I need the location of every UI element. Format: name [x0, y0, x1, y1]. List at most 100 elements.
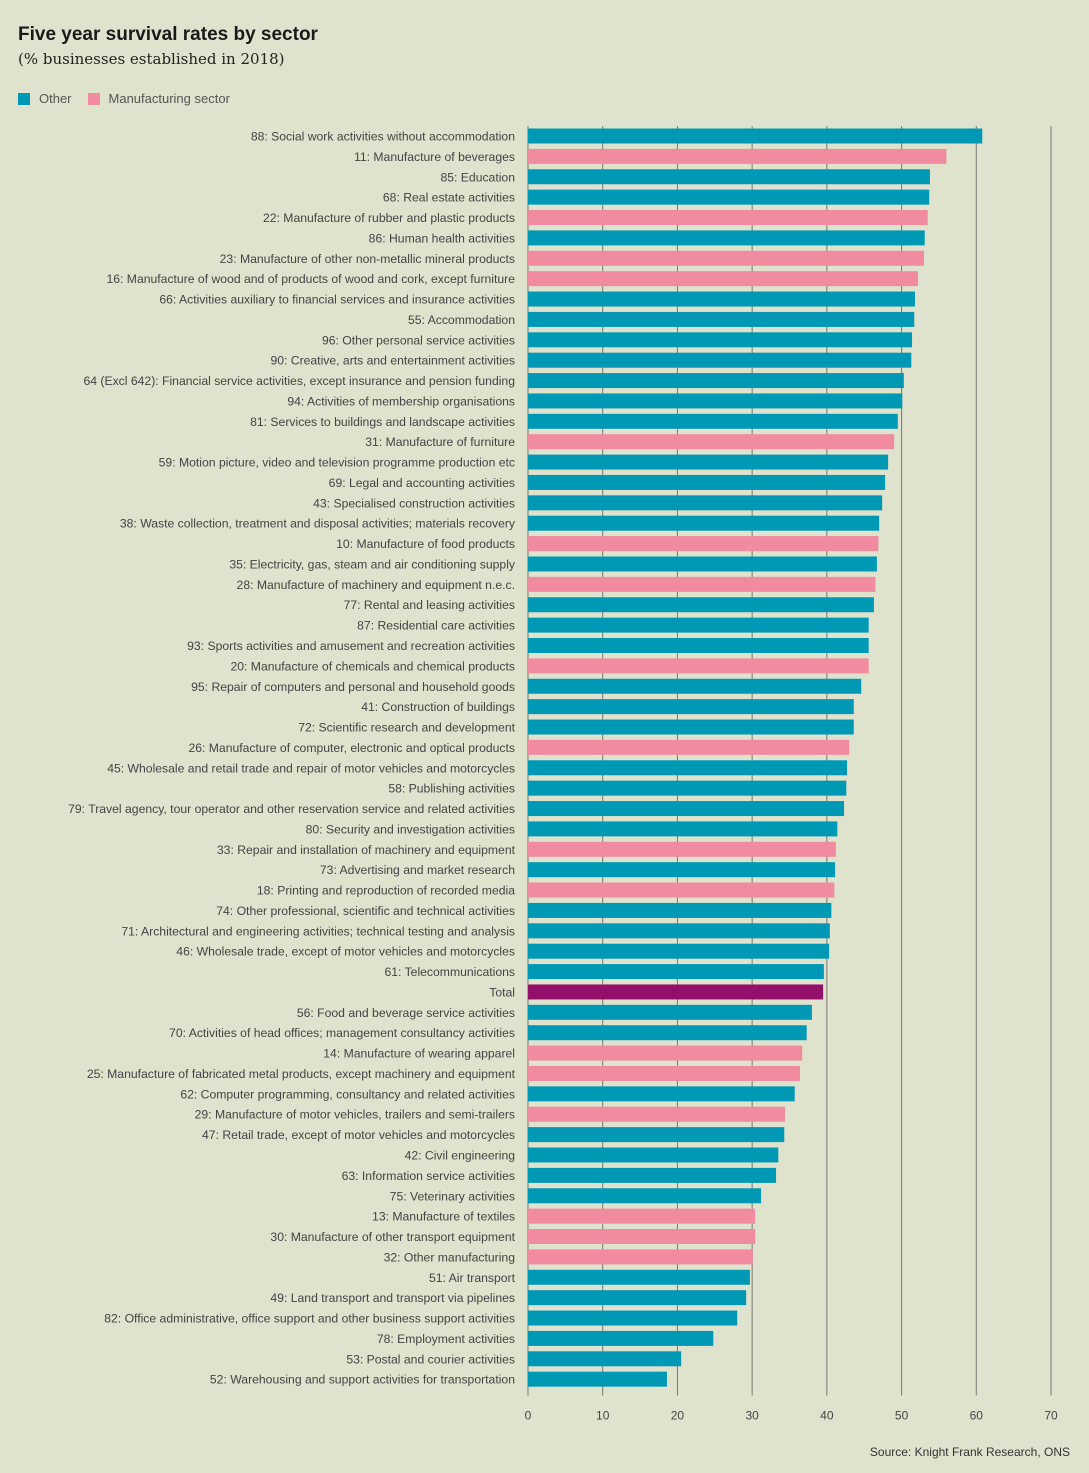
bar: [528, 1229, 756, 1245]
bar: [528, 474, 886, 490]
category-label: 14: Manufacture of wearing apparel: [323, 1047, 515, 1061]
category-label: 52: Warehousing and support activities f…: [210, 1373, 515, 1387]
bar: [528, 413, 898, 429]
legend: Other Manufacturing sector: [18, 91, 246, 106]
bar: [528, 148, 947, 164]
x-tick-label: 70: [1044, 1409, 1058, 1423]
category-label: 20: Manufacture of chemicals and chemica…: [230, 659, 515, 673]
category-label: 94: Activities of membership organisatio…: [287, 394, 515, 408]
bar: [528, 1371, 667, 1387]
category-label: 93: Sports activities and amusement and …: [187, 639, 515, 653]
x-tick-label: 30: [745, 1409, 759, 1423]
category-label: 64 (Excl 642): Financial service activit…: [83, 374, 515, 388]
bar: [528, 495, 883, 511]
category-label: 82: Office administrative, office suppor…: [104, 1312, 515, 1326]
bar: [528, 189, 930, 205]
category-label: 22: Manufacture of rubber and plastic pr…: [263, 211, 515, 225]
category-label: 72: Scientific research and development: [298, 721, 515, 735]
bar: [528, 923, 830, 939]
bar: [528, 699, 854, 715]
bar: [528, 1065, 800, 1081]
source-note: Source: Knight Frank Research, ONS: [869, 1445, 1070, 1459]
bar: [528, 434, 895, 450]
category-label: 74: Other professional, scientific and t…: [216, 904, 515, 918]
bar: [528, 1330, 714, 1346]
bar: [528, 780, 847, 796]
category-label: 45: Wholesale and retail trade and repai…: [107, 761, 515, 775]
bar: [528, 862, 836, 878]
bar: [528, 1004, 812, 1020]
category-label: 85: Education: [440, 170, 515, 184]
bar: [528, 964, 824, 980]
legend-label-other: Other: [39, 91, 72, 106]
category-label: 30: Manufacture of other transport equip…: [270, 1230, 515, 1244]
bar: [528, 576, 876, 592]
bar: [528, 719, 854, 735]
category-label: 18: Printing and reproduction of recorde…: [257, 884, 515, 898]
legend-swatch-manufacturing: [87, 92, 100, 105]
bar: [528, 291, 916, 307]
bar: [528, 311, 915, 327]
bar: [528, 801, 845, 817]
chart-title: Five year survival rates by sector: [18, 24, 318, 45]
bar: [528, 1045, 803, 1061]
bar: [528, 1351, 682, 1367]
category-label: 32: Other manufacturing: [384, 1250, 515, 1264]
legend-label-manufacturing: Manufacturing sector: [108, 91, 230, 106]
category-label: 10: Manufacture of food products: [336, 537, 515, 551]
bar: [528, 1025, 807, 1041]
x-tick-label: 40: [820, 1409, 834, 1423]
category-label: Total: [489, 985, 515, 999]
bar: [528, 352, 912, 368]
bar: [528, 169, 930, 185]
category-label: 86: Human health activities: [369, 231, 515, 245]
category-label: 33: Repair and installation of machinery…: [217, 843, 516, 857]
category-label: 31: Manufacture of furniture: [365, 435, 515, 449]
category-label: 55: Accommodation: [408, 313, 515, 327]
category-label: 68: Real estate activities: [383, 191, 515, 205]
x-tick-label: 20: [671, 1409, 685, 1423]
bar: [528, 1086, 795, 1102]
category-label: 73: Advertising and market research: [320, 863, 515, 877]
bar: [528, 1269, 750, 1285]
category-label: 95: Repair of computers and personal and…: [191, 680, 515, 694]
category-label: 49: Land transport and transport via pip…: [270, 1291, 515, 1305]
bar: [528, 617, 869, 633]
bar: [528, 1290, 747, 1306]
bar: [528, 902, 832, 918]
bar: [528, 943, 830, 959]
bar: [528, 230, 925, 246]
category-label: 58: Publishing activities: [388, 782, 515, 796]
legend-swatch-other: [18, 92, 30, 105]
category-label: 41: Construction of buildings: [361, 700, 515, 714]
bar: [528, 760, 848, 776]
category-label: 59: Motion picture, video and television…: [159, 456, 515, 470]
category-label: 26: Manufacture of computer, electronic …: [188, 741, 515, 755]
bar: [528, 1310, 738, 1326]
bar: [528, 1188, 762, 1204]
bar: [528, 658, 869, 674]
category-label: 25: Manufacture of fabricated metal prod…: [87, 1067, 516, 1081]
category-label: 23: Manufacture of other non-metallic mi…: [220, 252, 515, 266]
category-label: 38: Waste collection, treatment and disp…: [120, 517, 516, 531]
category-label: 29: Manufacture of motor vehicles, trail…: [195, 1108, 515, 1122]
bar: [528, 841, 836, 857]
category-label: 46: Wholesale trade, except of motor veh…: [176, 945, 515, 959]
category-label: 63: Information service activities: [342, 1169, 515, 1183]
category-label: 11: Manufacture of beverages: [354, 150, 515, 164]
category-label: 77: Rental and leasing activities: [344, 598, 515, 612]
x-tick-label: 60: [970, 1409, 984, 1423]
bar: [528, 128, 983, 144]
category-label: 16: Manufacture of wood and of products …: [106, 272, 515, 286]
bar: [528, 556, 877, 572]
category-label: 70: Activities of head offices; manageme…: [169, 1026, 515, 1040]
bar: [528, 1249, 753, 1265]
category-label: 88: Social work activities without accom…: [251, 130, 515, 144]
category-label: 96: Other personal service activities: [322, 333, 515, 347]
bar: [528, 984, 824, 1000]
category-label: 87: Residential care activities: [357, 619, 515, 633]
category-label: 62: Computer programming, consultancy an…: [180, 1087, 515, 1101]
category-label: 61: Telecommunications: [384, 965, 515, 979]
bar: [528, 638, 869, 653]
category-label: 90: Creative, arts and entertainment act…: [270, 354, 515, 368]
